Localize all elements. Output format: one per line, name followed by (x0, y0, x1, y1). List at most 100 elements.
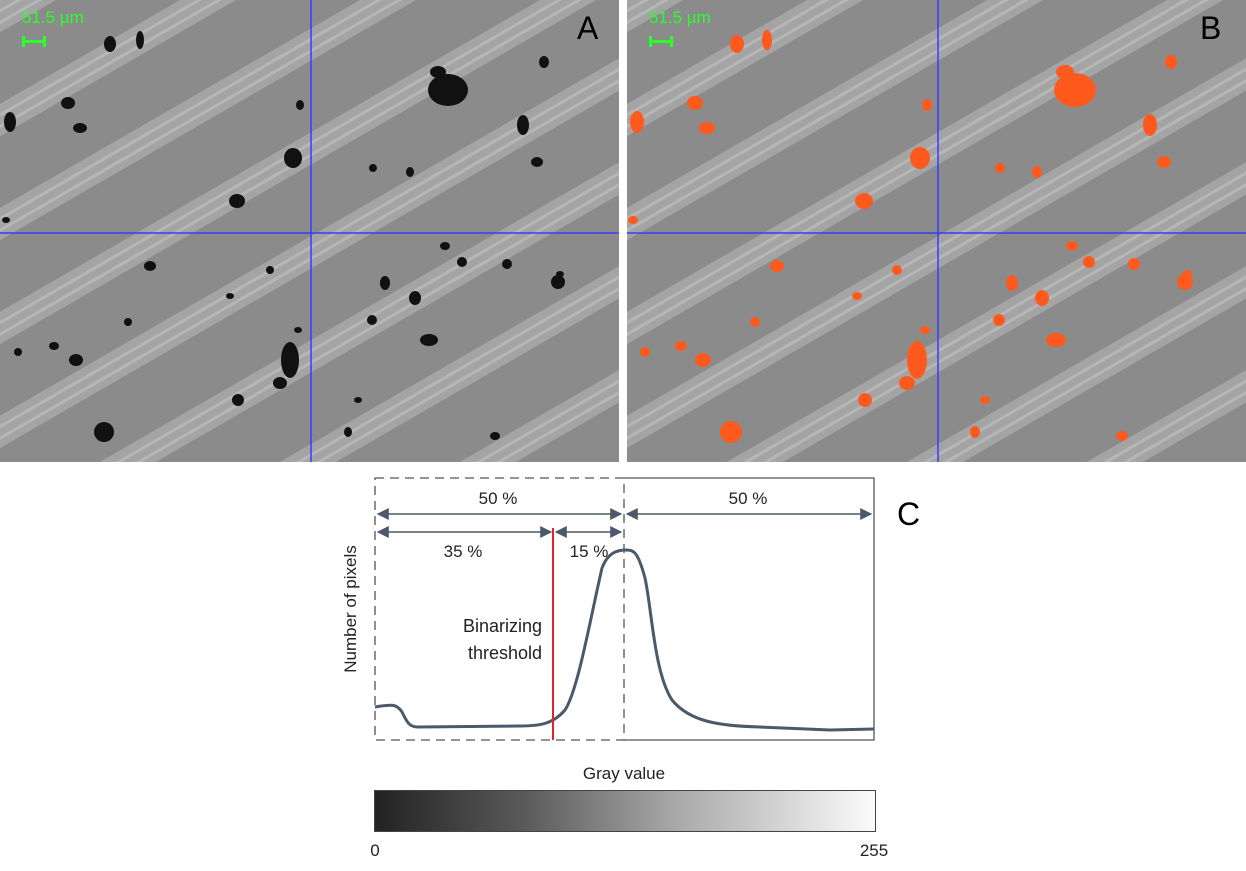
particle-highlighted (675, 341, 687, 351)
particle-dark (551, 275, 565, 289)
particle-highlighted (1056, 65, 1074, 79)
particle-dark (226, 293, 234, 299)
particle-dark (354, 397, 362, 403)
scale-bar-a (22, 36, 46, 47)
gray-min-label: 0 (370, 841, 379, 860)
particle-highlighted (1165, 55, 1177, 69)
particle-dark (94, 422, 114, 442)
particle-highlighted (640, 347, 650, 357)
particle-highlighted (907, 341, 927, 379)
gray-scale-bar (374, 790, 876, 832)
particle-dark (420, 334, 438, 346)
scale-label-b: 51.5 µm (649, 8, 711, 27)
particle-dark (69, 354, 83, 366)
particle-highlighted (910, 147, 930, 169)
particle-dark (281, 342, 299, 378)
particle-dark (73, 123, 87, 133)
particle-dark (406, 167, 414, 177)
particle-highlighted (1182, 270, 1192, 278)
particle-dark (409, 291, 421, 305)
micrograph-panel-b: 51.5 µm (627, 0, 1246, 462)
particle-highlighted (980, 396, 990, 404)
particle-highlighted (687, 96, 703, 110)
particle-dark (369, 164, 377, 172)
particle-highlighted (1157, 156, 1171, 168)
particle-highlighted (852, 292, 862, 300)
particle-dark (428, 74, 468, 106)
particle-highlighted (1177, 274, 1193, 290)
particle-highlighted (1054, 73, 1096, 107)
particle-dark (531, 157, 543, 167)
particle-dark (344, 427, 352, 437)
particle-highlighted (770, 260, 784, 272)
particle-dark (457, 257, 467, 267)
particle-dark (229, 194, 245, 208)
right-half-box (624, 477, 875, 741)
particle-highlighted (730, 35, 744, 53)
panel-letter-a: A (577, 10, 599, 46)
particle-dark (539, 56, 549, 68)
particle-highlighted (920, 326, 930, 334)
threshold-label-line2: threshold (468, 643, 542, 663)
y-axis-label: Number of pixels (341, 545, 360, 673)
particle-dark (61, 97, 75, 109)
particle-dark (266, 266, 274, 274)
particle-highlighted (1143, 114, 1157, 136)
threshold-label-line1: Binarizing (463, 616, 542, 636)
left-half-box (374, 477, 625, 741)
particle-dark (430, 66, 446, 78)
particle-dark (440, 242, 450, 250)
particle-highlighted (1128, 258, 1140, 270)
particle-dark (502, 259, 512, 269)
micrograph-b-image (627, 0, 1246, 462)
particle-highlighted (762, 30, 772, 50)
particle-highlighted (922, 99, 932, 111)
particle-highlighted (720, 421, 742, 443)
pct-left-half-label: 50 % (479, 489, 518, 508)
particle-dark (367, 315, 377, 325)
panel-letter-c: C (897, 496, 921, 532)
particle-dark (14, 348, 22, 356)
particle-dark (232, 394, 244, 406)
particle-dark (380, 276, 390, 290)
particle-highlighted (695, 353, 711, 367)
particle-highlighted (1032, 166, 1042, 178)
particle-dark (2, 217, 10, 223)
particle-highlighted (1006, 275, 1018, 291)
particle-highlighted (630, 111, 644, 133)
particle-dark (294, 327, 302, 333)
particle-dark (273, 377, 287, 389)
particle-dark (124, 318, 132, 326)
particle-dark (517, 115, 529, 135)
particle-dark (284, 148, 302, 168)
scale-label-a: 51.5 µm (22, 8, 84, 27)
particle-highlighted (858, 393, 872, 407)
particle-highlighted (628, 216, 638, 224)
particle-highlighted (1083, 256, 1095, 268)
micrograph-panel-a: 51.5 µm (0, 0, 619, 462)
particle-highlighted (899, 376, 915, 390)
pct-above-threshold-label: 15 % (570, 542, 609, 561)
particle-highlighted (995, 163, 1005, 173)
x-axis-label: Gray value (583, 764, 665, 783)
particle-dark (4, 112, 16, 132)
panel-letter-b: B (1200, 10, 1222, 46)
particle-highlighted (750, 317, 760, 327)
particle-dark (104, 36, 116, 52)
particle-highlighted (1046, 333, 1066, 347)
scale-bar-b (649, 36, 673, 47)
particle-highlighted (892, 265, 902, 275)
particle-dark (296, 100, 304, 110)
micrograph-a-image (0, 0, 619, 462)
pct-below-threshold-label: 35 % (444, 542, 483, 561)
particle-highlighted (1035, 290, 1049, 306)
gray-max-label: 255 (860, 841, 888, 860)
particle-highlighted (993, 314, 1005, 326)
particle-highlighted (855, 193, 873, 209)
pct-right-half-label: 50 % (729, 489, 768, 508)
particle-dark (136, 31, 144, 49)
particle-highlighted (1066, 241, 1078, 251)
particle-dark (490, 432, 500, 440)
histogram-curve (374, 548, 875, 732)
